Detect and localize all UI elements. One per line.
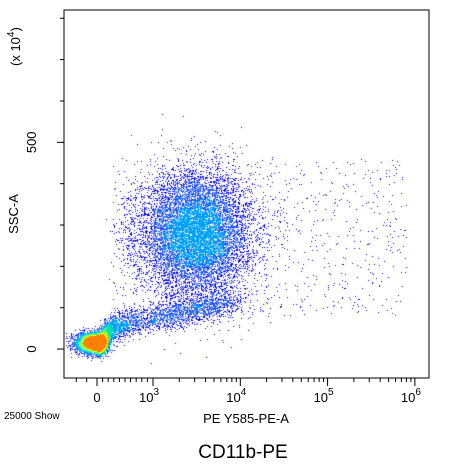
chart-caption: CD11b-PE xyxy=(198,442,287,463)
x-tick-label: 105 xyxy=(314,387,334,405)
y-axis-title: SSC-A xyxy=(6,194,21,234)
x-axis: 0 103 104 105 106 xyxy=(75,378,421,405)
x-tick-label: 106 xyxy=(401,387,421,405)
x-axis-title: PE Y585-PE-A xyxy=(203,411,289,426)
x-tick-label: 103 xyxy=(139,387,159,405)
x-tick-label: 0 xyxy=(93,390,100,405)
y-tick-label: 0 xyxy=(24,345,39,352)
y-axis: 0 500 xyxy=(24,17,64,353)
events-shown-label: 25000 Show xyxy=(4,411,60,422)
x-tick-label: 104 xyxy=(226,387,246,405)
density-dots-area xyxy=(64,10,429,378)
y-exponent-label: (x 104) xyxy=(6,27,23,66)
y-tick-label: 500 xyxy=(24,131,39,153)
plot-frame xyxy=(63,9,430,379)
